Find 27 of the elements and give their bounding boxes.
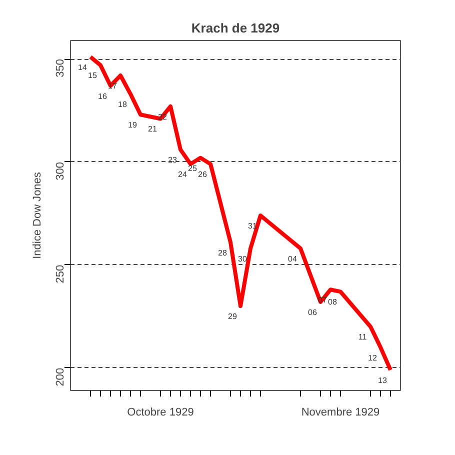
annotation: 18: [118, 100, 128, 110]
annotation: 11: [358, 332, 368, 342]
annotation: 24: [178, 170, 188, 180]
annotation: 06: [308, 308, 318, 317]
annotation: 14: [78, 62, 88, 72]
annotation: 23: [168, 156, 178, 165]
chart-title: Krach de 1929: [191, 20, 280, 36]
y-tick-label: 250: [54, 264, 66, 284]
annotation: 13: [378, 376, 388, 385]
annotation: 21: [148, 124, 158, 134]
annotation: 08: [328, 298, 338, 307]
annotation: 16: [98, 92, 108, 101]
y-axis-title: Indice Dow Jones: [32, 172, 44, 259]
annotation: 30: [238, 254, 248, 264]
annotation: 28: [218, 248, 228, 258]
annotation: 12: [368, 353, 378, 362]
y-tick-label: 300: [54, 162, 66, 180]
y-tick-label: 200: [54, 368, 66, 386]
x-tick-label: Octobre 1929: [127, 406, 194, 418]
y-tick-label: 350: [54, 59, 66, 78]
x-tick-label: Novembre 1929: [301, 406, 380, 418]
annotation: 04: [288, 254, 298, 264]
annotation: 25: [188, 164, 198, 173]
annotation: 29: [228, 312, 238, 322]
annotation: 26: [198, 170, 208, 180]
annotation: 15: [88, 71, 98, 80]
annotation: 19: [128, 120, 138, 130]
